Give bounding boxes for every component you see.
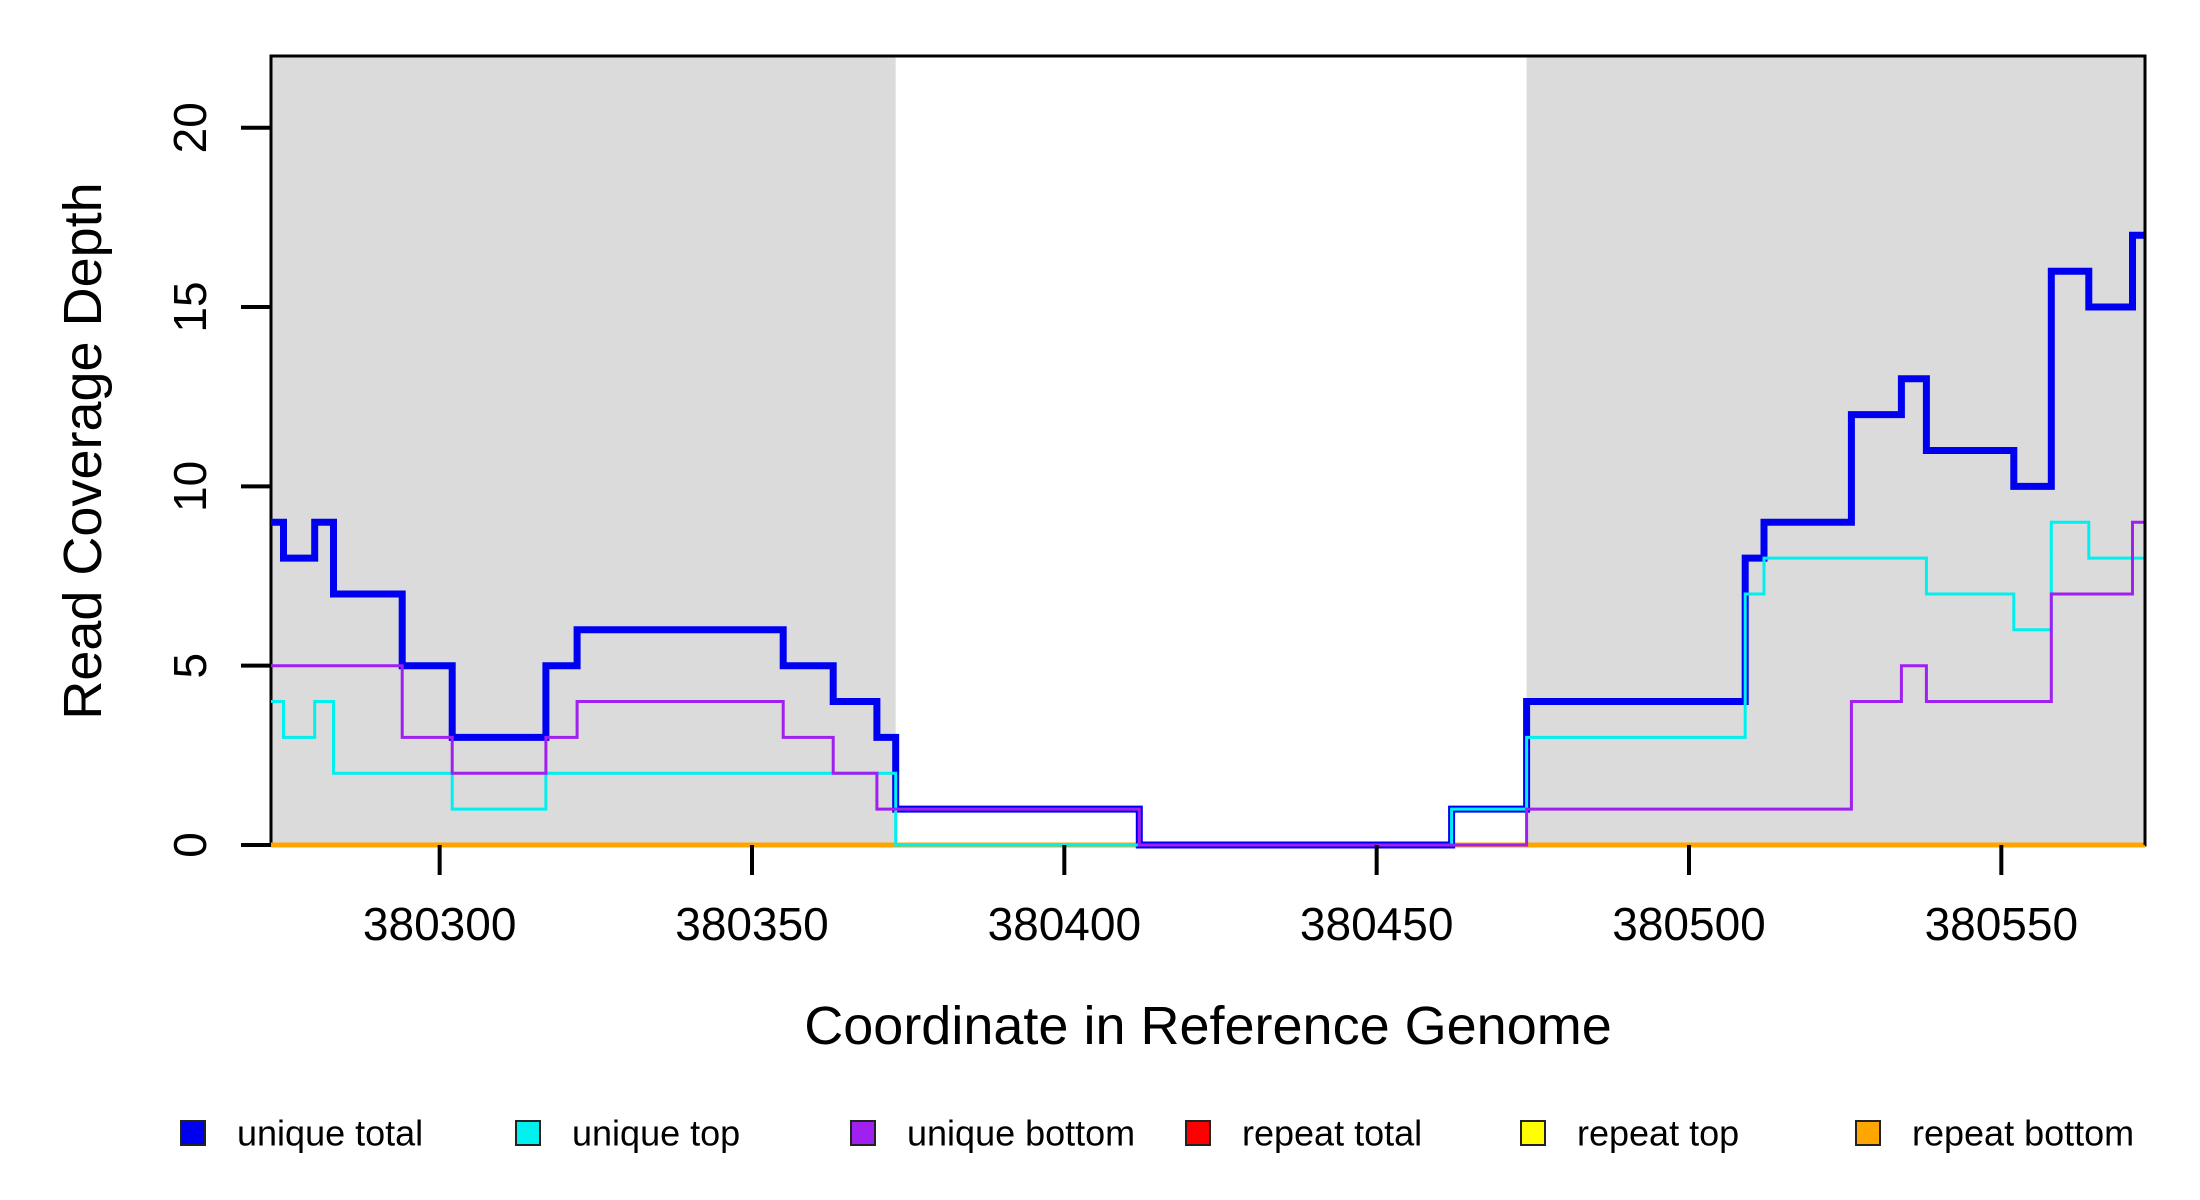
x-tick-label: 380400 — [988, 898, 1142, 950]
legend-swatch-unique-bottom — [850, 1120, 876, 1146]
x-axis-title: Coordinate in Reference Genome — [804, 996, 1612, 1056]
legend-label-unique-bottom: unique bottom — [907, 1113, 1135, 1154]
legend-swatch-repeat-bottom — [1855, 1120, 1881, 1146]
series-line-unique-top — [271, 520, 2145, 847]
legend-label-repeat-bottom: repeat bottom — [1912, 1113, 2134, 1154]
x-tick-label: 380300 — [363, 898, 517, 950]
x-tick-label: 380500 — [1612, 898, 1766, 950]
right-target-region — [1526, 56, 2145, 845]
legend-label-repeat-total: repeat total — [1242, 1113, 1422, 1154]
legend-label-unique-top: unique top — [572, 1113, 740, 1154]
legend-label-unique-total: unique total — [237, 1113, 423, 1154]
legend-swatch-repeat-total — [1185, 1120, 1211, 1146]
left-target-region — [271, 56, 896, 845]
y-axis-title: Read Coverage Depth — [53, 182, 113, 720]
legend-swatch-unique-total — [180, 1120, 206, 1146]
y-tick-label: 15 — [164, 281, 216, 332]
x-tick-label: 380350 — [675, 898, 829, 950]
y-tick-label: 0 — [164, 832, 216, 858]
legend-swatch-repeat-top — [1520, 1120, 1546, 1146]
series-line-unique-bottom — [271, 520, 2145, 847]
x-tick-label: 380450 — [1300, 898, 1454, 950]
x-tick-label: 380550 — [1925, 898, 2079, 950]
y-tick-label: 5 — [164, 653, 216, 679]
y-tick-label: 10 — [164, 461, 216, 512]
y-tick-label: 20 — [164, 102, 216, 153]
legend-label-repeat-top: repeat top — [1577, 1113, 1739, 1154]
legend-swatch-unique-top — [515, 1120, 541, 1146]
